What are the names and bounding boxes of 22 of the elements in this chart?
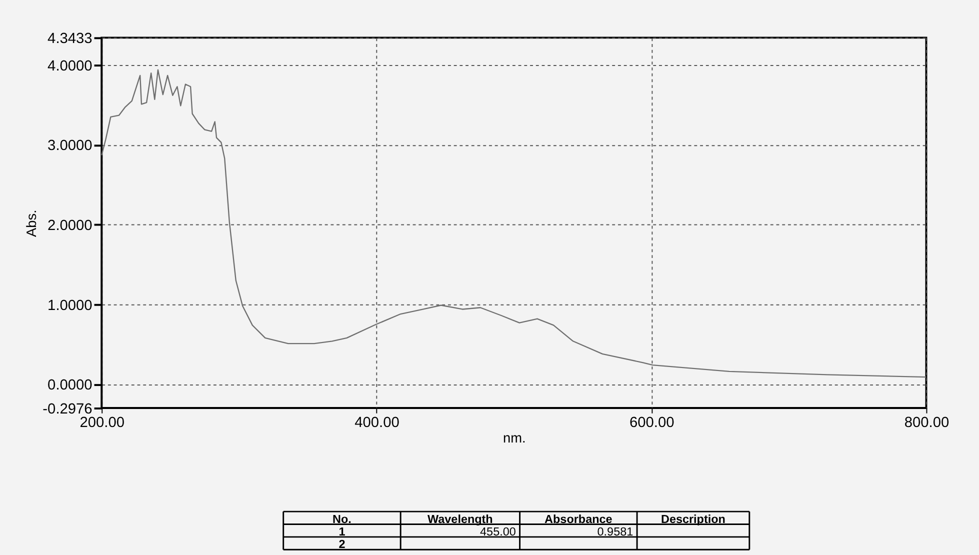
y-tick-label: -0.2976 — [42, 401, 92, 418]
text: Wavelength — [428, 512, 493, 526]
text: Absorbance — [544, 512, 613, 526]
y-tick-label: 4.3433 — [48, 31, 92, 48]
x-tick-label: 800.00 — [904, 415, 950, 432]
text: 455.00 — [480, 525, 516, 538]
y-tick-label: 0.0000 — [48, 378, 92, 394]
y-tick-label: 4.0000 — [48, 58, 92, 74]
y-tick-label: 1.0000 — [48, 298, 92, 314]
text: No. — [332, 512, 352, 526]
text: 2 — [338, 538, 346, 552]
x-axis-title: nm. — [503, 430, 526, 446]
y-tick-label: 2.0000 — [48, 218, 92, 234]
text: 0.9581 — [597, 525, 634, 538]
text: Description — [660, 512, 726, 526]
line-series — [101, 69, 927, 378]
x-tick-label: 200.00 — [80, 415, 124, 432]
text: 1 — [338, 525, 346, 538]
y-tick-label: 3.0000 — [48, 138, 92, 154]
x-tick-label: 600.00 — [629, 415, 674, 432]
x-tick-label: 400.00 — [354, 415, 400, 432]
y-axis-title: Abs. — [24, 210, 39, 237]
